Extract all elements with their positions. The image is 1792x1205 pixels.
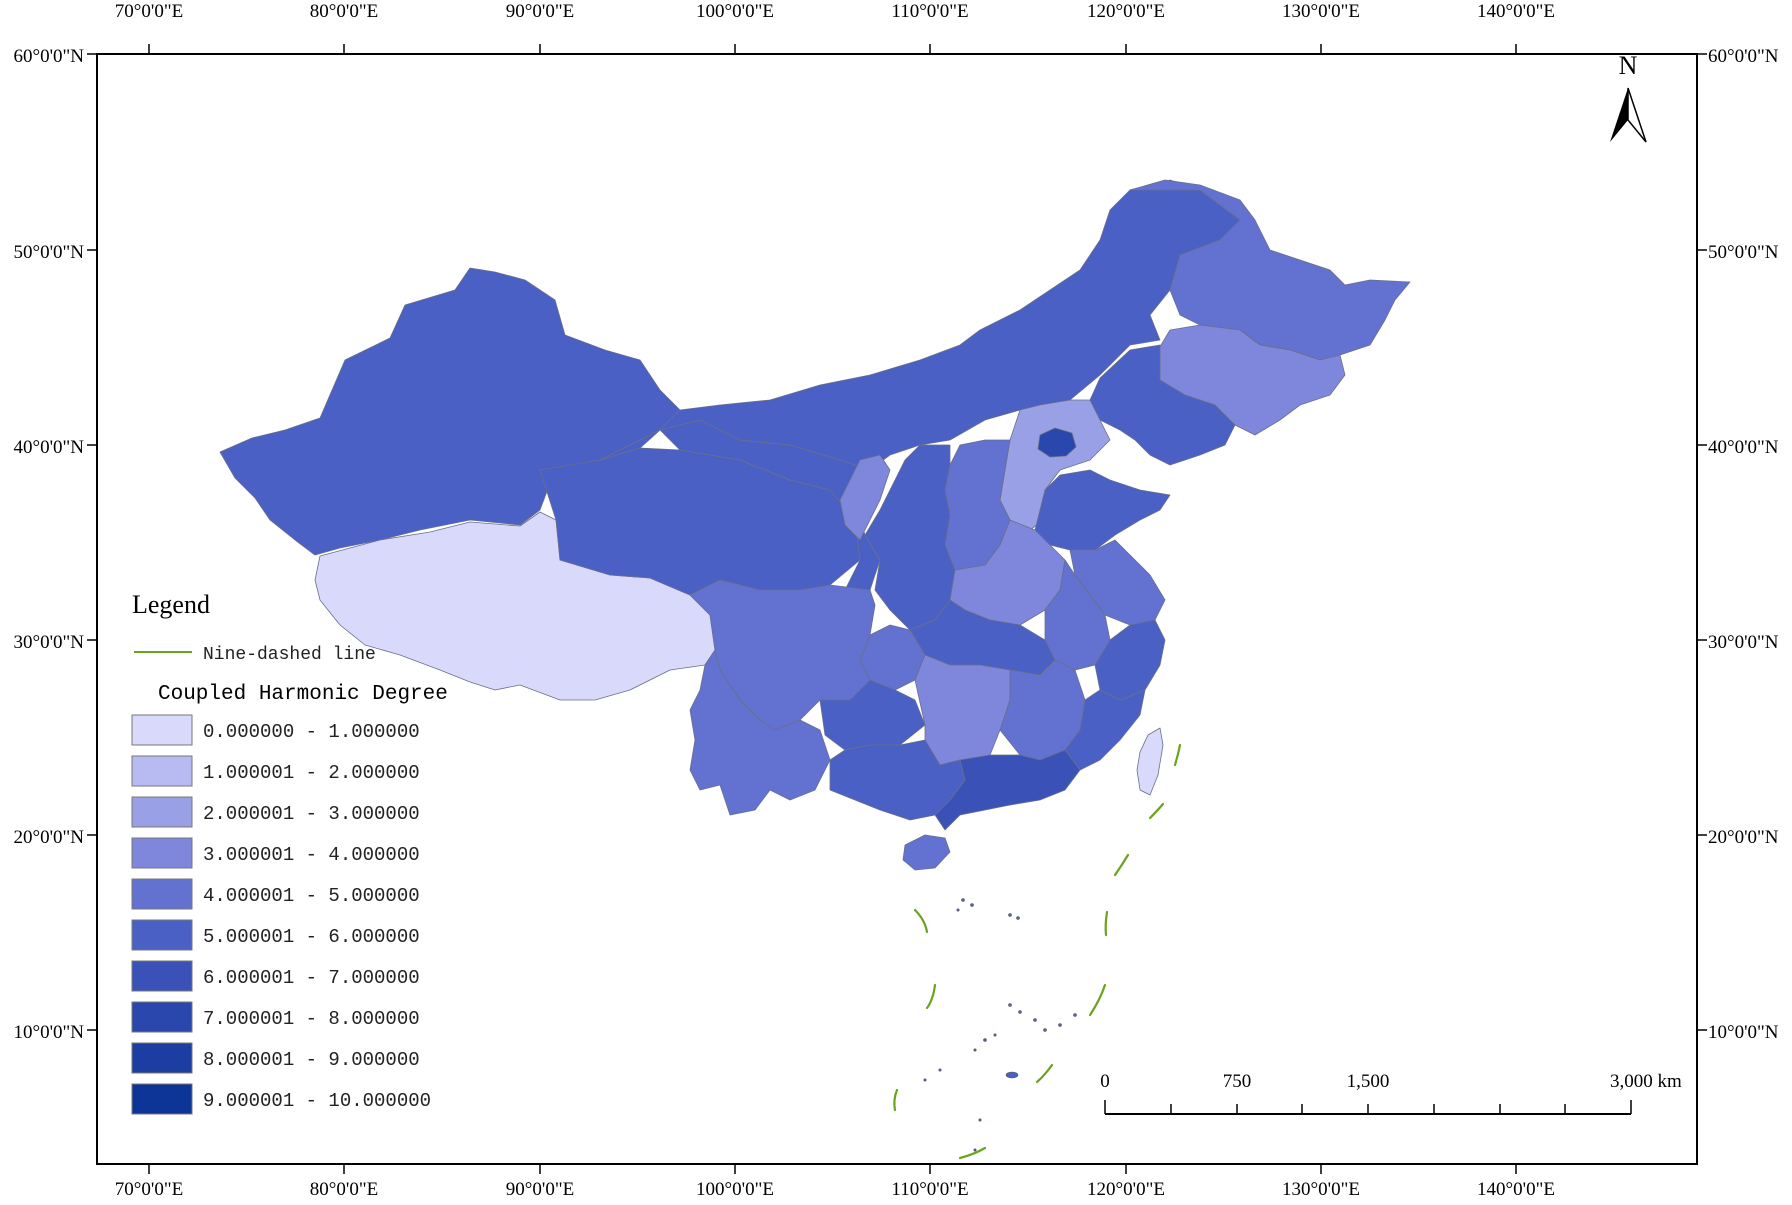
north-arrow-icon: N <box>1610 51 1647 143</box>
legend-swatch <box>131 714 193 746</box>
lat-label: 30°0'0"N <box>1708 632 1779 653</box>
lon-label: 100°0'0"E <box>696 1179 774 1200</box>
lat-label: 30°0'0"N <box>14 632 85 653</box>
lon-label: 110°0'0"E <box>891 1179 968 1200</box>
region-yunnan <box>689 649 831 816</box>
scale-label: 750 <box>1223 1071 1252 1092</box>
legend-swatch <box>131 878 193 910</box>
region-fujian <box>1064 689 1146 771</box>
lon-label: 120°0'0"E <box>1087 1179 1165 1200</box>
legend-class-label: 8.000001 - 9.000000 <box>203 1049 420 1071</box>
lat-label: 20°0'0"N <box>1708 827 1779 848</box>
legend-swatch <box>131 960 193 992</box>
scale-bar: 0 750 1,500 3,000 km <box>1100 1071 1682 1115</box>
south-china-sea-islands <box>923 898 1077 1152</box>
lon-label: 140°0'0"E <box>1477 1 1555 22</box>
legend-line-label: Nine-dashed line <box>203 645 376 665</box>
region-shandong <box>1034 469 1171 551</box>
legend-class-title: Coupled Harmonic Degree <box>158 683 448 706</box>
legend-class-label: 1.000001 - 2.000000 <box>203 762 420 784</box>
nine-dashed-line <box>893 743 1182 1160</box>
region-guangdong <box>934 749 1081 831</box>
lat-label: 10°0'0"N <box>14 1022 85 1043</box>
lat-label: 60°0'0"N <box>1708 46 1779 67</box>
lon-labels-top: 70°0'0"E 80°0'0"E 90°0'0"E 100°0'0"E 110… <box>115 1 1555 22</box>
lon-label: 130°0'0"E <box>1282 1 1360 22</box>
region-beijing <box>1037 427 1077 458</box>
lat-label: 50°0'0"N <box>14 242 85 263</box>
graticule-ticks <box>87 44 1707 1174</box>
lon-labels-bottom: 70°0'0"E 80°0'0"E 90°0'0"E 100°0'0"E 110… <box>115 1179 1555 1200</box>
legend-swatch <box>131 919 193 951</box>
lon-label: 130°0'0"E <box>1282 1179 1360 1200</box>
region-taiwan <box>1136 727 1164 796</box>
region-hainan <box>902 834 951 871</box>
lat-label: 40°0'0"N <box>14 437 85 458</box>
legend-classes: 0.000000 - 1.000000 1.000001 - 2.000000 2.… <box>131 714 431 1115</box>
lon-label: 80°0'0"E <box>310 1179 378 1200</box>
scale-label: 0 <box>1100 1071 1110 1092</box>
legend-swatch <box>131 796 193 828</box>
lon-label: 70°0'0"E <box>115 1 183 22</box>
lon-label: 100°0'0"E <box>696 1 774 22</box>
lon-label: 90°0'0"E <box>506 1179 574 1200</box>
legend-class-label: 0.000000 - 1.000000 <box>203 721 420 743</box>
lon-label: 70°0'0"E <box>115 1179 183 1200</box>
lon-label: 120°0'0"E <box>1087 1 1165 22</box>
legend-class-label: 7.000001 - 8.000000 <box>203 1008 420 1030</box>
provinces <box>219 179 1411 1152</box>
scale-label: 3,000 km <box>1610 1071 1682 1092</box>
region-liaoning <box>1089 344 1236 466</box>
legend-swatch <box>131 837 193 869</box>
legend-swatch <box>131 755 193 787</box>
lat-label: 10°0'0"N <box>1708 1022 1779 1043</box>
lon-label: 110°0'0"E <box>891 1 968 22</box>
legend-swatch <box>131 1083 193 1115</box>
region-heilongjiang <box>1129 179 1411 361</box>
legend-swatch <box>131 1001 193 1033</box>
lon-label: 90°0'0"E <box>506 1 574 22</box>
lat-label: 20°0'0"N <box>14 827 85 848</box>
legend: Legend Nine-dashed line Coupled Harmonic… <box>131 590 448 1115</box>
legend-class-label: 3.000001 - 4.000000 <box>203 844 420 866</box>
lat-labels-left: 60°0'0"N 50°0'0"N 40°0'0"N 30°0'0"N 20°0… <box>14 46 85 1043</box>
legend-title: Legend <box>132 590 210 619</box>
legend-class-label: 2.000001 - 3.000000 <box>203 803 420 825</box>
scale-label: 1,500 <box>1347 1071 1390 1092</box>
legend-class-label: 9.000001 - 10.000000 <box>203 1090 431 1112</box>
north-arrow-label: N <box>1619 51 1638 80</box>
lat-labels-right: 60°0'0"N 50°0'0"N 40°0'0"N 30°0'0"N 20°0… <box>1708 46 1779 1043</box>
lat-label: 40°0'0"N <box>1708 437 1779 458</box>
region-tibet <box>314 511 716 701</box>
region-ningxia <box>839 454 891 541</box>
legend-class-label: 6.000001 - 7.000000 <box>203 967 420 989</box>
legend-class-label: 5.000001 - 6.000000 <box>203 926 420 948</box>
lon-label: 80°0'0"E <box>310 1 378 22</box>
legend-swatch <box>131 1042 193 1074</box>
legend-class-label: 4.000001 - 5.000000 <box>203 885 420 907</box>
lon-label: 140°0'0"E <box>1477 1179 1555 1200</box>
lat-label: 60°0'0"N <box>14 46 85 67</box>
lat-label: 50°0'0"N <box>1708 242 1779 263</box>
